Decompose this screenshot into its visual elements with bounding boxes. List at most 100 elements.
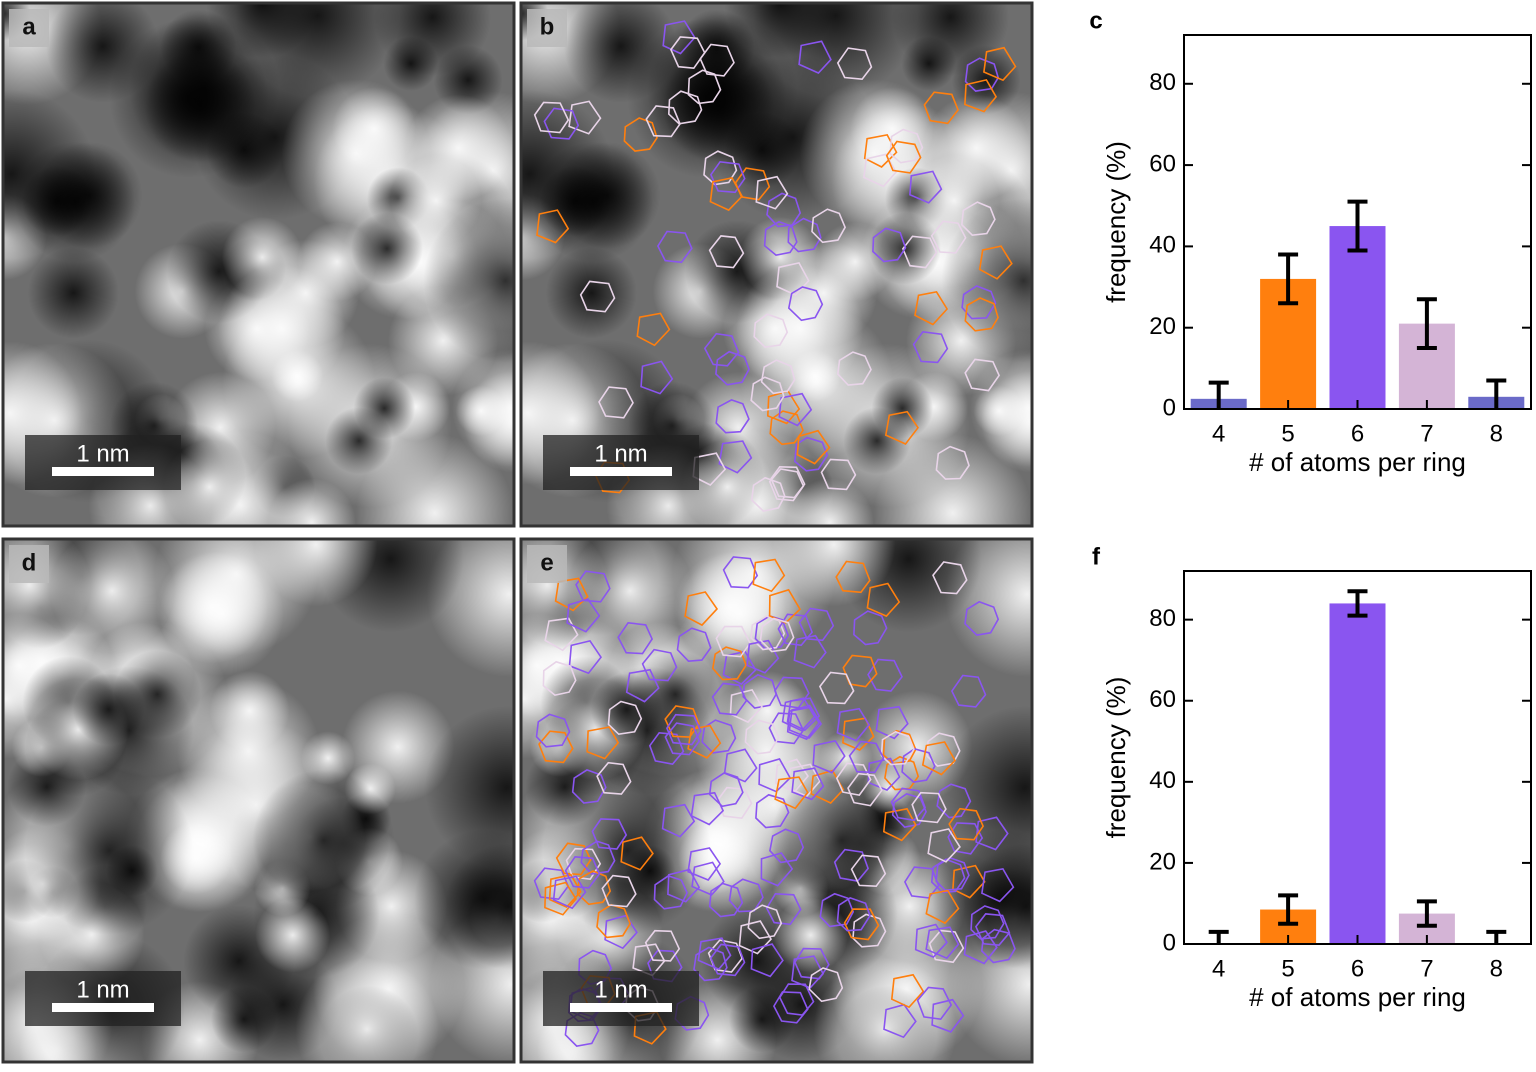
ring-overlay [750,943,784,978]
ring-overlay [744,719,780,755]
ring-overlay [853,610,888,646]
ring-overlay [811,208,846,244]
error-bar [1347,199,1368,253]
ring-overlay [750,476,786,512]
ring-overlay [703,332,740,367]
bar-chart: f 0 20 40 60 80 4 5 6 7 8 # of atoms per ring freque… [1092,543,1532,1012]
micrograph [3,3,514,526]
scale-bar-bg [543,971,699,1026]
ring-overlay [738,920,772,955]
ring-overlay [752,558,786,593]
ring-overlay [715,350,750,386]
micrograph-blob [873,434,1032,526]
ring-overlay [742,673,778,709]
micrograph-blob [728,986,796,1053]
ring-overlay [850,854,887,888]
ring-overlay [760,852,794,887]
ring-overlay [620,836,654,871]
ring-overlay [983,46,1017,82]
ring-overlay [754,615,790,650]
ring-overlay [793,634,827,669]
micrograph-blob [901,36,957,91]
ring-overlay [707,939,744,973]
ring-overlay [890,973,925,1009]
ring-overlay [875,705,909,740]
panel-label-bg [9,545,49,583]
scale-bar-label: 1 nm [76,440,129,467]
ring-overlay [948,807,985,841]
ring-overlay [709,943,746,977]
micrograph-blob [206,3,318,59]
ring-overlay [709,160,746,194]
ring-overlay [664,722,701,756]
ring-overlay [715,625,751,658]
y-tick-label: 80 [1149,69,1176,96]
micrograph-blob [724,3,836,59]
error-bar [1347,589,1368,618]
micrograph [521,3,1032,526]
panel-label-bg [527,545,567,583]
ring-overlay [960,201,996,237]
ring-overlay [770,465,806,499]
micrograph-blob [210,986,278,1053]
ring-overlay [607,700,643,736]
ring-overlay [709,176,743,212]
ring-overlay [818,671,855,705]
ring-overlay [645,105,681,138]
micrograph-blob [255,897,331,973]
ring-overlay [536,209,570,244]
ring-overlay [889,128,924,164]
ring-overlay [947,822,984,855]
y-tick-label: 60 [1149,150,1176,177]
ring-overlay [883,1003,917,1039]
scale-bar [52,1003,154,1012]
ring-overlay [912,330,949,364]
ring-overlay [566,598,601,633]
ring-overlay [753,313,789,349]
panel-border [519,537,1034,1064]
ring-overlay [931,998,965,1033]
micrograph-blob [423,198,514,363]
ring-overlay [884,410,919,445]
ring-overlay [565,847,602,881]
scale-bar [570,1003,672,1012]
ring-overlay [662,20,696,55]
image-panel: d 1 nm [1,537,516,1064]
ring-overlay [768,588,802,624]
ring-overlay [882,807,917,842]
ring-overlay [555,842,592,876]
ring-overlay [684,591,719,627]
ring-overlay [575,570,611,603]
ring-overlay [777,613,814,647]
x-tick-label: 5 [1281,420,1294,447]
ring-overlay [750,376,785,412]
micrograph-blob [973,385,1025,437]
ring-overlay [974,913,1011,947]
ring-overlay [690,791,725,826]
ring-overlay [667,868,701,903]
ring-overlay [970,905,1005,940]
panel-border [1,537,516,1064]
ring-overlay [808,967,844,1003]
micrograph-blob [25,766,194,935]
ring-overlay [925,926,960,960]
micrograph-blob [455,385,507,437]
ring-overlay [759,617,795,653]
plot-frame [1183,34,1532,410]
ring-overlay [676,627,712,663]
ring-overlay [703,150,738,186]
ring-overlay [774,776,809,810]
ring-overlay [758,758,792,793]
micrograph-blob [254,539,378,607]
ring-overlay [774,758,809,794]
ring-overlay [564,855,601,889]
ring-overlay [930,858,966,894]
ring-overlay [687,847,722,881]
ring-overlay [723,748,758,783]
micrograph-blob [770,769,913,912]
ring-overlay [836,707,871,742]
ring-overlay [921,741,956,776]
ring-overlay [847,772,883,807]
